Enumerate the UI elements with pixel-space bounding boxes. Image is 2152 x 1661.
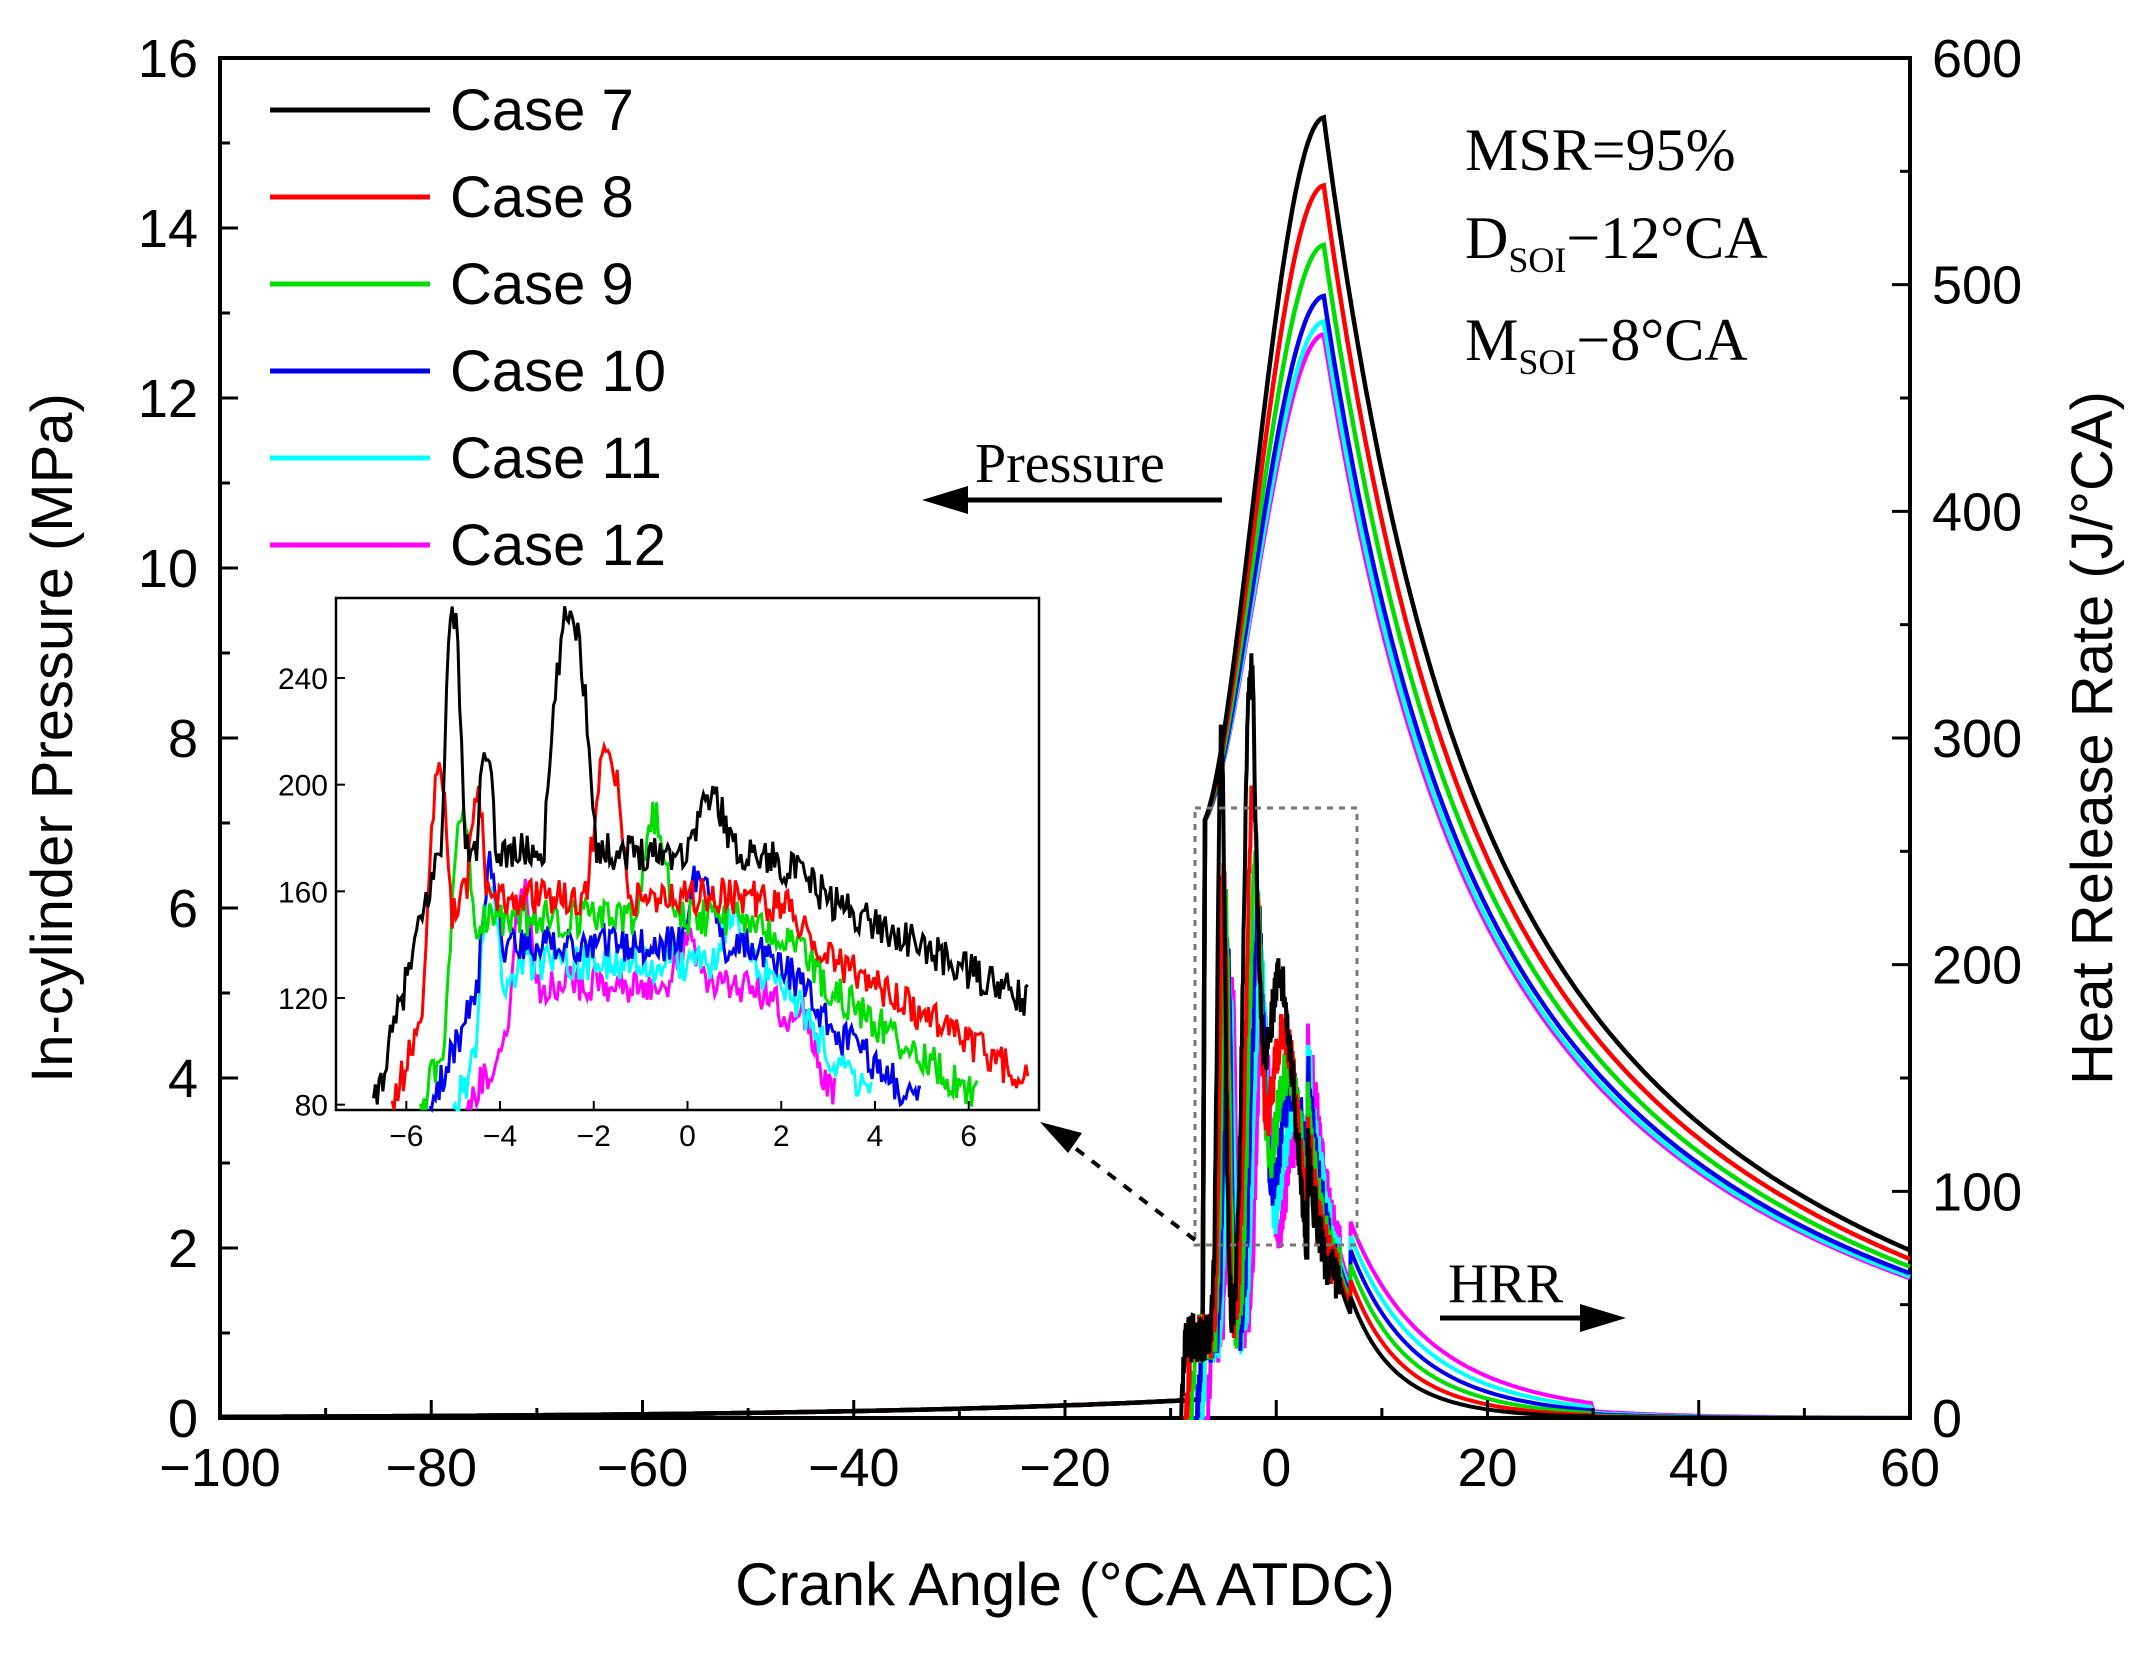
y-axis-left-title: In-cylinder Pressure (MPa): [20, 393, 85, 1083]
y-right-tick-label: 600: [1932, 29, 2022, 89]
x-tick-label: −100: [159, 1438, 281, 1498]
legend-label: Case 8: [450, 165, 634, 230]
y-left-tick-label: 12: [138, 369, 198, 429]
annotation-dsoi: DSOI−12°CA: [1465, 205, 1768, 280]
msoi-main: M: [1465, 307, 1518, 373]
y-left-tick-label: 6: [168, 879, 198, 939]
inset-x-tick-label: −2: [577, 1120, 611, 1153]
legend: Case 7 Case 8 Case 9 Case 10 Case 11 Case 12: [270, 78, 666, 578]
annotation-msoi: MSOI−8°CA: [1465, 307, 1748, 382]
x-tick-label: −60: [597, 1438, 689, 1498]
zoom-pointer-line: [1073, 1146, 1197, 1242]
hrr-arrow-head: [1580, 1304, 1626, 1332]
inset-x-tick-label: 2: [773, 1120, 790, 1153]
zoom-pointer-head: [1040, 1122, 1082, 1153]
msoi-subscript: SOI: [1518, 342, 1576, 382]
inset-curves: [372, 606, 1030, 1113]
y-right-tick-label: 400: [1932, 482, 2022, 542]
dsoi-main: D: [1465, 205, 1508, 271]
inset-x-tick-label: 6: [960, 1120, 977, 1153]
inset-y-tick-label: 80: [295, 1090, 328, 1123]
inset-x-tick-label: 4: [867, 1120, 884, 1153]
y-right-tick-label: 0: [1932, 1389, 1962, 1449]
y-axis-right-title: Heat Release Rate (J/°CA): [2060, 391, 2125, 1085]
x-tick-label: −20: [1019, 1438, 1111, 1498]
y-right-tick-label: 200: [1932, 936, 2022, 996]
y-right-tick-label: 100: [1932, 1162, 2022, 1222]
dsoi-subscript: SOI: [1508, 240, 1566, 280]
y-left-tick-label: 10: [138, 539, 198, 599]
x-tick-label: 0: [1261, 1438, 1291, 1498]
x-tick-label: 60: [1880, 1438, 1940, 1498]
pressure-arrow-head: [922, 486, 968, 514]
legend-label: Case 9: [450, 252, 634, 317]
inset-axes: −6 −4 −2 0 2 4 6 80 120 160 200 240: [278, 663, 977, 1153]
y-left-tick-label: 2: [168, 1219, 198, 1279]
inset-y-tick-label: 240: [278, 663, 328, 696]
y-left-tick-label: 16: [138, 29, 198, 89]
dsoi-rest: −12°CA: [1566, 205, 1767, 271]
x-tick-label: 20: [1457, 1438, 1517, 1498]
annotation-msr: MSR=95%: [1465, 117, 1736, 183]
hrr-arrow-label: HRR: [1448, 1253, 1564, 1315]
x-tick-label: −80: [385, 1438, 477, 1498]
inset-hrr-line: [390, 740, 1030, 1111]
x-tick-label: 40: [1669, 1438, 1729, 1498]
y-left-tick-label: 4: [168, 1049, 198, 1109]
inset-y-tick-label: 120: [278, 983, 328, 1016]
inset-y-tick-label: 160: [278, 876, 328, 909]
inset-hrr-line: [451, 884, 873, 1112]
legend-label: Case 7: [450, 78, 634, 143]
inset-hrr-line: [418, 801, 979, 1111]
inset-x-tick-label: −6: [389, 1120, 423, 1153]
y-right-tick-label: 500: [1932, 256, 2022, 316]
y-left-tick-label: 0: [168, 1389, 198, 1449]
main-curves: [220, 114, 1911, 1420]
legend-label: Case 11: [450, 426, 662, 491]
x-tick-label: −40: [808, 1438, 900, 1498]
msoi-rest: −8°CA: [1576, 307, 1747, 373]
y-right-tick-label: 300: [1932, 709, 2022, 769]
inset-x-tick-label: 0: [679, 1120, 696, 1153]
inset-y-tick-label: 200: [278, 770, 328, 803]
x-axis-title: Crank Angle (°CA ATDC): [735, 1551, 1395, 1618]
inset-x-tick-label: −4: [483, 1120, 517, 1153]
legend-label: Case 10: [450, 339, 666, 404]
y-left-tick-label: 14: [138, 199, 198, 259]
y-left-tick-label: 8: [168, 709, 198, 769]
pressure-arrow-label: Pressure: [975, 433, 1165, 495]
inset-hrr-line: [372, 606, 1029, 1105]
hrr-line: [220, 653, 1908, 1420]
legend-label: Case 12: [450, 513, 666, 578]
axes: −100 −80 −60 −40 −20 0 20 40 6002468101214160100…: [138, 29, 2022, 1498]
